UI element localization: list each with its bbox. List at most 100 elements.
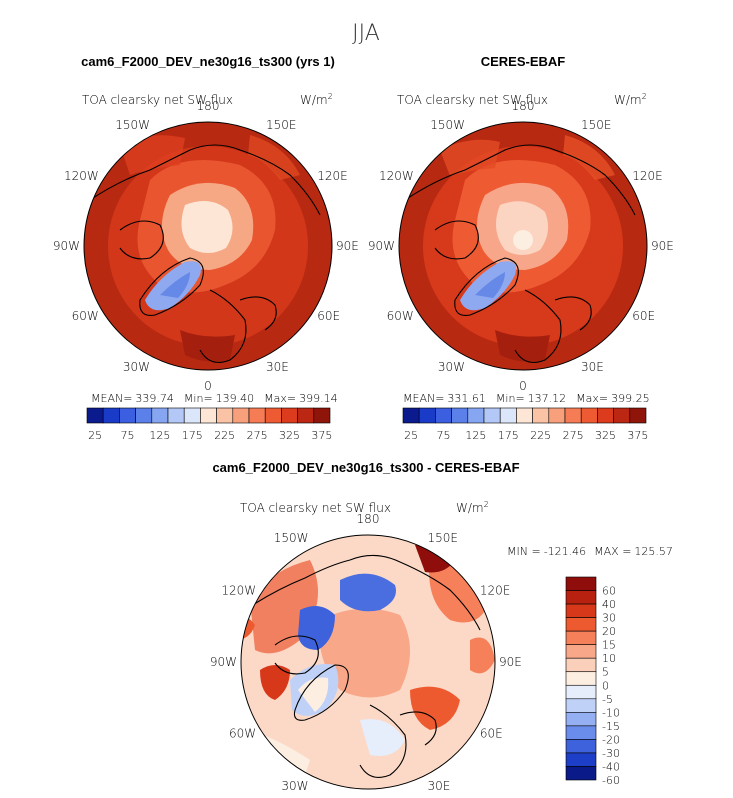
colorbar-swatch (200, 407, 217, 424)
colorbar-swatch (532, 407, 550, 424)
colorbar-tick-label: 375 (627, 429, 648, 442)
panel-model: cam6_F2000_DEV_ne30g16_ts300 (yrs 1) TOA… (53, 54, 359, 442)
stats-line: MEAN= 331.61 Min= 137.12 Max= 399.25 (403, 392, 650, 405)
coastlines (89, 144, 321, 363)
season-title: JJA (352, 21, 380, 46)
map-border (83, 121, 333, 371)
panel-title: cam6_F2000_DEV_ne30g16_ts300 (yrs 1) (81, 54, 335, 69)
polar-map (241, 535, 495, 789)
colorbar-swatch (565, 576, 597, 591)
colorbar-tick-label: 25 (88, 429, 102, 442)
longitude-label: 120E (480, 584, 511, 598)
colorbar-swatch (119, 407, 136, 424)
longitude-label: 120W (64, 169, 99, 183)
colorbar-tick-label: -30 (602, 747, 620, 760)
longitude-label: 90W (368, 239, 395, 253)
longitude-label: 180 (197, 99, 220, 113)
colorbar-swatch (516, 407, 533, 424)
colorbar-tick-label: 40 (602, 598, 616, 611)
longitude-label: 150E (428, 531, 459, 545)
colorbar-swatch (313, 407, 331, 424)
colorbar-swatch (565, 590, 597, 605)
panel-title: CERES-EBAF (481, 54, 566, 69)
longitude-label: 90E (651, 239, 674, 253)
panel-subtitle: TOA clearsky net SW flux (397, 93, 548, 107)
colorbar-swatch (565, 712, 597, 727)
colorbar-swatch (565, 739, 597, 754)
colorbar-tick-label: 75 (121, 429, 135, 442)
panel-subtitle: TOA clearsky net SW flux (240, 501, 391, 515)
colorbar-tick-label: -10 (602, 706, 620, 719)
longitude-label: 0 (519, 379, 527, 393)
colorbar-tick-label: 20 (602, 625, 616, 638)
longitude-label: 150W (430, 118, 465, 132)
longitude-label: 120E (632, 169, 663, 183)
colorbar-swatch (264, 407, 282, 424)
colorbar-swatch (483, 407, 501, 424)
colorbar-tick-label: -60 (602, 774, 620, 787)
colorbar-swatch (248, 407, 266, 424)
colorbar-swatch (467, 407, 485, 424)
colorbar-swatch (565, 698, 597, 713)
colorbar-swatch (565, 644, 597, 659)
longitude-label: 150E (266, 118, 297, 132)
colorbar-swatch (402, 407, 420, 424)
colorbar: 25 75 125 175 225 275 325 375 (402, 407, 648, 442)
colorbar-tick-label: 125 (149, 429, 170, 442)
colorbar-tick-label: 60 (602, 585, 616, 598)
longitude-label: 120W (221, 584, 256, 598)
polar-map (84, 122, 332, 370)
colorbar-tick-label: 10 (602, 652, 616, 665)
longitude-label: 150W (115, 118, 150, 132)
longitude-label: 90E (499, 655, 522, 669)
colorbar-swatch (565, 617, 597, 632)
map-border (398, 121, 648, 371)
longitude-label: 150E (581, 118, 612, 132)
colorbar-swatch (451, 407, 469, 424)
longitude-label: 120W (379, 169, 414, 183)
colorbar-tick-label: 325 (279, 429, 300, 442)
colorbar-swatch (629, 407, 647, 424)
polar-map (399, 122, 647, 370)
panel-units: W/m2 (456, 500, 489, 515)
panel-units: W/m2 (300, 92, 333, 107)
colorbar-swatch (613, 407, 631, 424)
colorbar-tick-label: 225 (530, 429, 551, 442)
colorbar: 25 75 125 175 225 275 325 375 (86, 407, 332, 442)
colorbar-swatch (564, 407, 582, 424)
stats-line: MEAN= 339.74 Min= 139.40 Max= 399.14 (91, 392, 338, 405)
longitude-label: 30E (266, 360, 289, 374)
colorbar-swatch (183, 407, 201, 424)
longitude-label: 150W (274, 531, 309, 545)
colorbar-swatch (281, 407, 298, 424)
colorbar-swatch (167, 407, 185, 424)
colorbar-tick-label: 175 (182, 429, 203, 442)
colorbar-swatch (565, 684, 597, 700)
colorbar-swatch (418, 407, 436, 424)
colorbar-tick-label: 25 (404, 429, 418, 442)
stats-line: MIN = -121.46 MAX = 125.57 (507, 545, 673, 558)
panel-diff: cam6_F2000_DEV_ne30g16_ts300 - CERES-EBA… (210, 460, 673, 793)
colorbar-swatch (565, 725, 597, 740)
colorbar-tick-label: 125 (465, 429, 486, 442)
colorbar-tick-label: 375 (311, 429, 332, 442)
colorbar-swatch (548, 407, 566, 424)
longitude-label: 30W (438, 360, 465, 374)
colorbar-swatch (565, 630, 597, 645)
colorbar-tick-label: 325 (595, 429, 616, 442)
longitude-label: 30W (281, 779, 308, 793)
longitude-label: 120E (317, 169, 348, 183)
map-border (240, 534, 496, 790)
colorbar-tick-label: 75 (437, 429, 451, 442)
longitude-label: 90E (336, 239, 359, 253)
colorbar-tick-label: -5 (602, 693, 613, 706)
colorbar-swatch (565, 657, 597, 673)
colorbar-tick-label: 275 (247, 429, 268, 442)
coastlines (244, 554, 481, 778)
colorbar-tick-label: 30 (602, 612, 616, 625)
longitude-label: 0 (204, 379, 212, 393)
panel-obs: CERES-EBAF TOA clearsky net SW flux W/m2… (368, 54, 674, 442)
colorbar-tick-label: -20 (602, 733, 620, 746)
colorbar-swatch (565, 671, 597, 686)
